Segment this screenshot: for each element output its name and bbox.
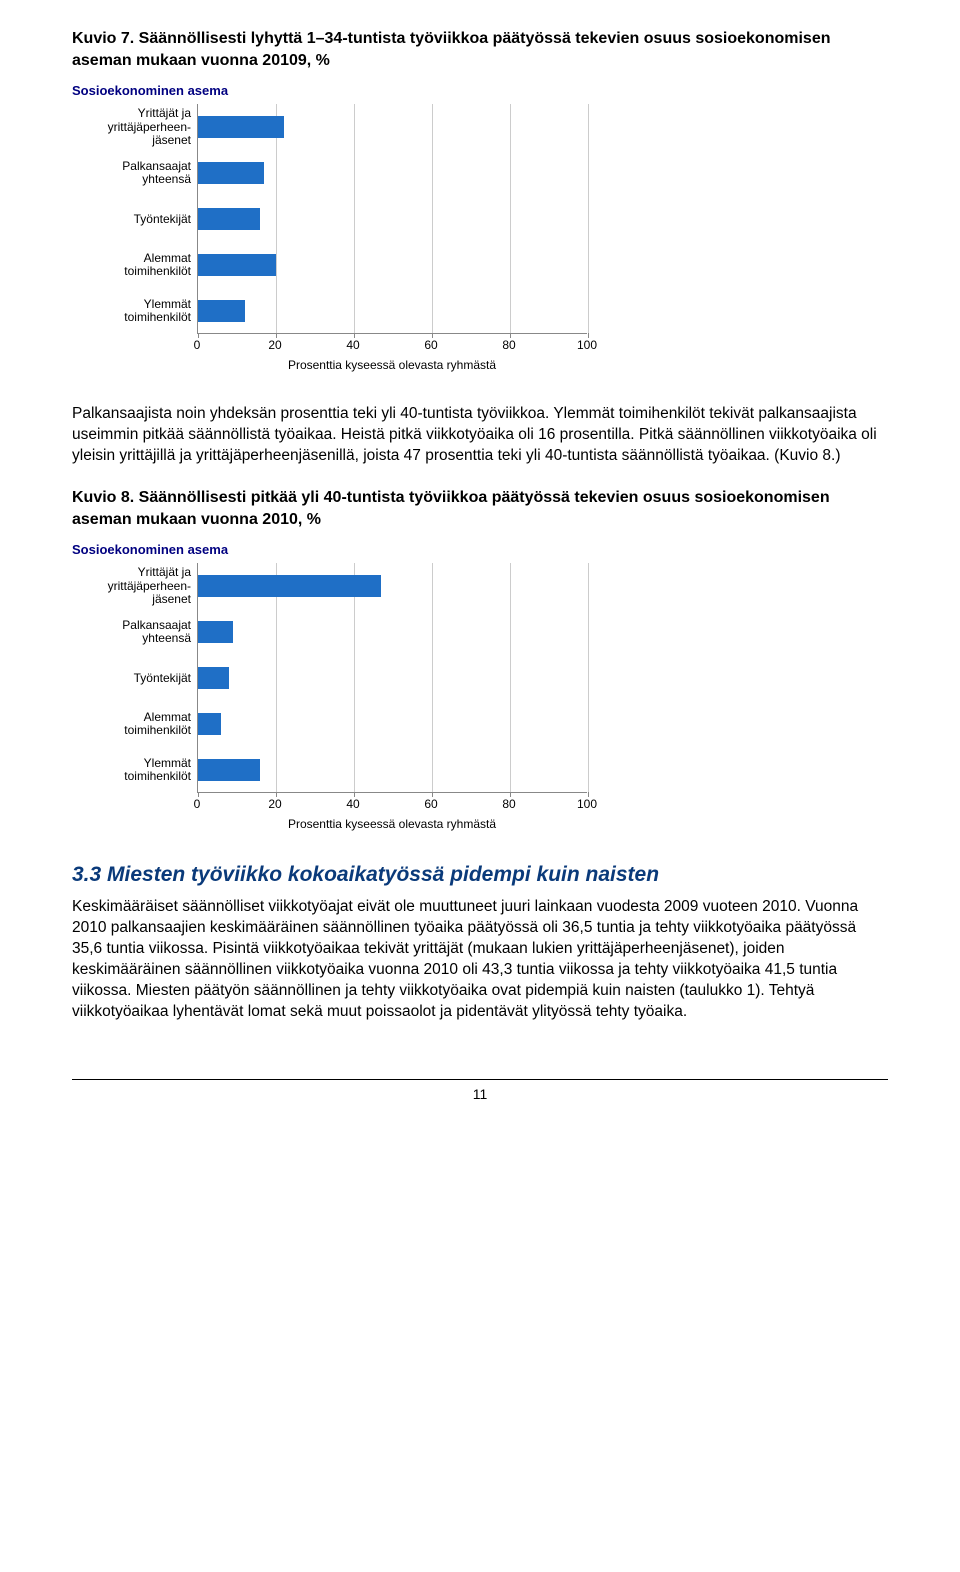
figure7-title: Kuvio 7. Säännöllisesti lyhyttä 1–34-tun…: [72, 28, 888, 71]
x-tick-label: 40: [346, 338, 359, 352]
figure7-title-text: Kuvio 7. Säännöllisesti lyhyttä 1–34-tun…: [72, 30, 830, 69]
grid-line: [510, 104, 511, 333]
y-axis-label: Yrittäjät ja yrittäjäperheen- jäsenet: [72, 104, 197, 150]
bar: [198, 759, 260, 781]
figure7-plot: Yrittäjät ja yrittäjäperheen- jäsenetPal…: [72, 104, 888, 372]
bar: [198, 713, 221, 735]
bar: [198, 254, 276, 276]
x-tick-label: 80: [502, 797, 515, 811]
bar: [198, 300, 245, 322]
figure8-chart-title: Sosioekonominen asema: [72, 542, 888, 557]
grid-line: [276, 104, 277, 333]
page-footer: 11: [72, 1079, 888, 1102]
y-axis-label: Alemmat toimihenkilöt: [72, 242, 197, 288]
bar: [198, 162, 264, 184]
bar: [198, 575, 381, 597]
grid-line: [354, 563, 355, 792]
x-axis-title: Prosenttia kyseessä olevasta ryhmästä: [197, 358, 587, 372]
grid-line: [432, 563, 433, 792]
figure7-chart-title: Sosioekonominen asema: [72, 83, 888, 98]
y-axis-label: Palkansaajat yhteensä: [72, 609, 197, 655]
page-number: 11: [473, 1086, 488, 1102]
grid-line: [588, 563, 589, 792]
bar: [198, 208, 260, 230]
bar: [198, 667, 229, 689]
figure8-chart: Sosioekonominen asema Yrittäjät ja yritt…: [72, 542, 888, 831]
section-body: Keskimääräiset säännölliset viikkotyöaja…: [72, 897, 888, 1023]
x-tick-label: 0: [194, 338, 201, 352]
x-tick-label: 60: [424, 338, 437, 352]
figure8-title-text: Kuvio 8. Säännöllisesti pitkää yli 40-tu…: [72, 489, 830, 528]
x-tick-label: 80: [502, 338, 515, 352]
x-tick-label: 0: [194, 797, 201, 811]
grid-line: [276, 563, 277, 792]
y-axis-label: Työntekijät: [72, 655, 197, 701]
y-axis-label: Ylemmät toimihenkilöt: [72, 747, 197, 793]
figure7-chart: Sosioekonominen asema Yrittäjät ja yritt…: [72, 83, 888, 372]
y-axis-label: Palkansaajat yhteensä: [72, 150, 197, 196]
y-axis-label: Yrittäjät ja yrittäjäperheen- jäsenet: [72, 563, 197, 609]
x-tick-label: 40: [346, 797, 359, 811]
grid-line: [510, 563, 511, 792]
grid-line: [354, 104, 355, 333]
y-axis-label: Työntekijät: [72, 196, 197, 242]
x-tick-label: 100: [577, 797, 597, 811]
bar: [198, 621, 233, 643]
figure8-title: Kuvio 8. Säännöllisesti pitkää yli 40-tu…: [72, 487, 888, 530]
y-axis-label: Ylemmät toimihenkilöt: [72, 288, 197, 334]
x-tick-label: 20: [268, 338, 281, 352]
figure8-plot: Yrittäjät ja yrittäjäperheen- jäsenetPal…: [72, 563, 888, 831]
x-tick-label: 100: [577, 338, 597, 352]
paragraph-1: Palkansaajista noin yhdeksän prosenttia …: [72, 404, 888, 467]
y-axis-label: Alemmat toimihenkilöt: [72, 701, 197, 747]
section-title: 3.3 Miesten työviikko kokoaikatyössä pid…: [72, 863, 888, 887]
x-tick-label: 20: [268, 797, 281, 811]
grid-line: [588, 104, 589, 333]
bar: [198, 116, 284, 138]
x-axis-title: Prosenttia kyseessä olevasta ryhmästä: [197, 817, 587, 831]
grid-line: [432, 104, 433, 333]
x-tick-label: 60: [424, 797, 437, 811]
